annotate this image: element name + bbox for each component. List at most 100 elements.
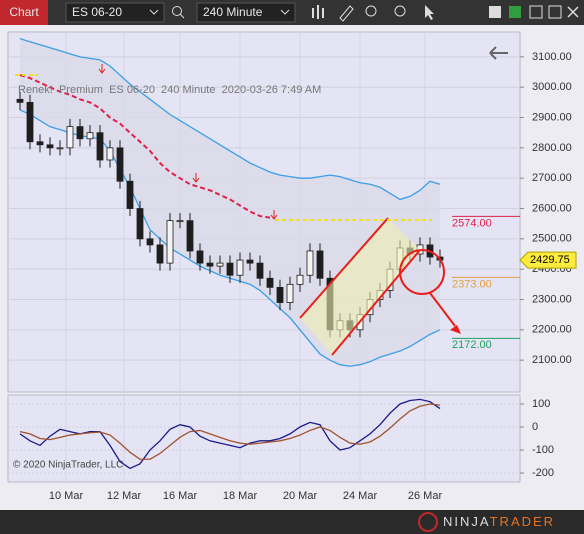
zoom-out-icon[interactable] <box>394 5 406 17</box>
y-tick-label: 3000.00 <box>532 81 572 93</box>
y-tick-label: 2100.00 <box>532 354 572 366</box>
candle-body <box>86 132 94 140</box>
price-level-label: 2574.00 <box>452 217 492 229</box>
y-tick-label: 2600.00 <box>532 202 572 214</box>
signal-arrow <box>98 64 106 74</box>
candle-body <box>316 250 324 279</box>
candle-body <box>116 147 124 182</box>
chart-info: Renek! Premium ES 06-20 240 Minute 2020-… <box>18 84 321 96</box>
candle-body <box>276 286 284 303</box>
candle-body <box>146 238 154 246</box>
candle-body <box>16 98 24 103</box>
candle-body <box>196 250 204 264</box>
candle-body <box>216 262 224 267</box>
candle-body <box>46 144 54 149</box>
copyright: © 2020 NinjaTrader, LLC <box>13 460 123 471</box>
indicator-line <box>19 38 441 201</box>
y-tick-label: 2500.00 <box>532 233 572 245</box>
candle-body <box>126 180 134 209</box>
signal-arrow <box>270 210 278 220</box>
y-tick-label: 3100.00 <box>532 51 572 63</box>
candle-body <box>306 250 314 276</box>
price-level-label: 2373.00 <box>452 278 492 290</box>
candle-body <box>106 147 114 161</box>
candle-body <box>76 126 84 140</box>
y-tick-label: -200 <box>532 467 554 479</box>
candle-body <box>256 262 264 279</box>
arrow-head <box>450 325 461 334</box>
last-price-tag <box>519 251 577 269</box>
window-icon[interactable] <box>489 6 501 18</box>
candle-body <box>286 283 294 303</box>
oscillator-panel <box>7 394 521 483</box>
logo-mark <box>418 512 438 532</box>
search-handle <box>179 13 185 19</box>
x-tick-label: 12 Mar <box>107 490 142 502</box>
arrow-line <box>429 292 456 327</box>
y-tick-label: 2800.00 <box>532 142 572 154</box>
window-icon[interactable] <box>509 6 521 18</box>
candle-body <box>136 208 144 240</box>
x-tick-label: 18 Mar <box>223 490 258 502</box>
candle-body <box>166 220 174 264</box>
y-tick-label: 2700.00 <box>532 172 572 184</box>
draw-icon[interactable] <box>339 5 354 22</box>
dropdown-caret <box>149 9 159 15</box>
candle-body <box>186 220 194 252</box>
y-tick-label: 0 <box>532 421 538 433</box>
last-price-label: 2429.75 <box>530 254 570 266</box>
logo-right: TRADER <box>490 514 555 529</box>
channel-fill <box>300 218 420 355</box>
price-level-label: 2172.00 <box>452 339 492 351</box>
oscillator-line <box>19 398 441 470</box>
signal-arrow <box>192 173 200 183</box>
logo-left: NINJA <box>443 514 490 529</box>
highlight-circle <box>399 249 445 295</box>
x-tick-label: 20 Mar <box>283 490 318 502</box>
x-tick-label: 26 Mar <box>408 490 443 502</box>
candle-body <box>246 259 254 264</box>
indicator-line <box>19 74 271 219</box>
candle-body <box>236 259 244 276</box>
candle-body <box>96 132 104 161</box>
candle-body <box>36 141 44 146</box>
y-tick-label: 2900.00 <box>532 111 572 123</box>
x-tick-label: 10 Mar <box>49 490 84 502</box>
search-icon[interactable] <box>172 6 182 16</box>
candle-body <box>226 262 234 276</box>
candle-body <box>56 147 64 150</box>
close[interactable] <box>567 6 579 18</box>
channel-line <box>331 249 421 356</box>
footer <box>0 510 584 534</box>
interval-dropdown[interactable] <box>196 2 296 23</box>
minimize[interactable] <box>529 5 543 19</box>
candle-body <box>266 277 274 288</box>
x-tick-label: 16 Mar <box>163 490 198 502</box>
tab-title: Chart <box>9 5 39 19</box>
channel-line <box>299 217 389 319</box>
y-tick-label: 2300.00 <box>532 293 572 305</box>
candle-body <box>26 101 34 143</box>
interval: 240 Minute <box>203 5 263 19</box>
candle-body <box>206 262 214 267</box>
instrument: ES 06-20 <box>72 5 122 19</box>
y-tick-label: 2200.00 <box>532 324 572 336</box>
candle-body <box>176 220 184 223</box>
dropdown-caret <box>280 9 290 15</box>
y-tick-label: -100 <box>532 444 554 456</box>
x-tick-label: 24 Mar <box>343 490 378 502</box>
back-arrow[interactable] <box>489 46 508 60</box>
instrument-dropdown[interactable] <box>65 2 165 23</box>
oscillator-line <box>19 403 441 460</box>
candle-body <box>66 126 74 149</box>
bars-icon[interactable] <box>312 5 324 19</box>
chart-tab[interactable] <box>0 0 48 25</box>
candle-body <box>156 244 164 264</box>
zoom-in-icon[interactable] <box>365 5 377 17</box>
candle-body <box>296 274 304 285</box>
y-tick-label: 100 <box>532 398 550 410</box>
logo: NINJATRADER <box>443 514 555 529</box>
maximize[interactable] <box>548 5 562 19</box>
pointer-icon[interactable] <box>425 5 434 20</box>
